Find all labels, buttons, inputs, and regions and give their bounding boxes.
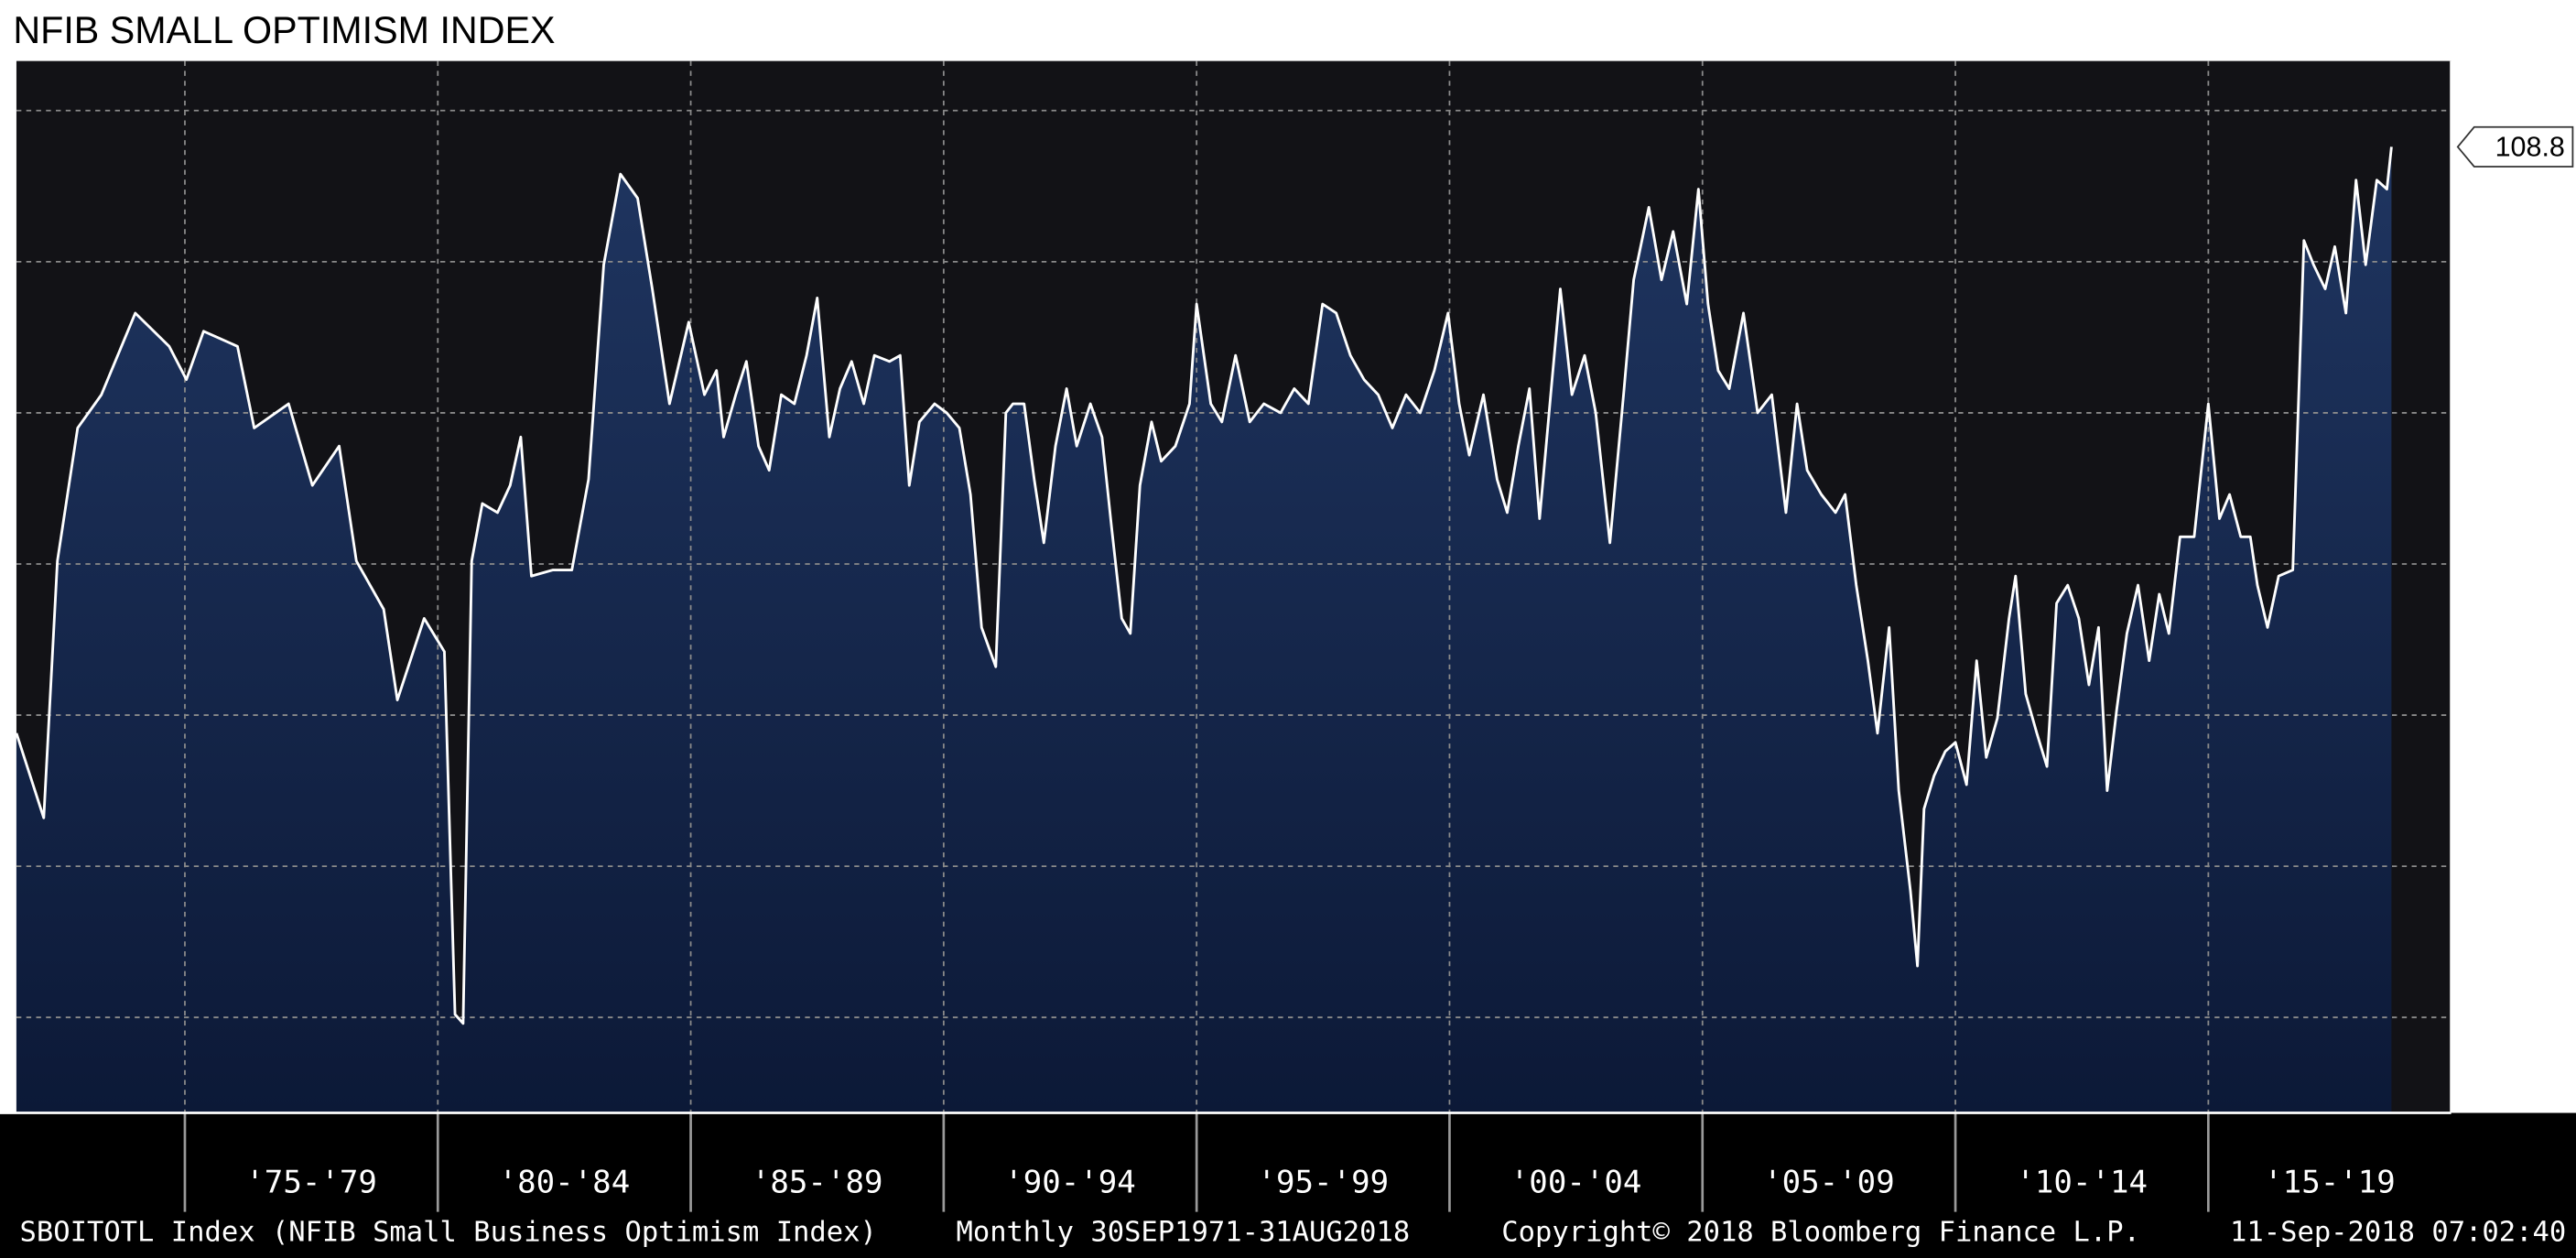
chart-title: NFIB SMALL OPTIMISM INDEX — [13, 9, 555, 51]
last-value-label: 108.8 — [2495, 131, 2565, 162]
line — [15, 146, 2393, 1025]
plot: 80 85 90 95 100 105 110 '75-'79 '80-'84 '85-'89 '9… — [0, 60, 2574, 1212]
y-tick-label: 105 — [2471, 243, 2520, 276]
x-tick-label: '90-'94 — [1004, 1164, 1136, 1200]
footer-copyright: Copyright© 2018 Bloomberg Finance L.P. — [1501, 1216, 2140, 1248]
y-tick-label: 100 — [2471, 394, 2520, 427]
x-tick-label: '15-'19 — [2264, 1164, 2396, 1200]
y-tick-label: 85 — [2471, 848, 2504, 881]
y-tick-label: 90 — [2471, 697, 2504, 730]
x-tick-label: '85-'89 — [752, 1164, 883, 1200]
x-tick-label: '00-'04 — [1510, 1164, 1642, 1200]
footer-timestamp: 11-Sep-2018 07:02:40 — [2230, 1216, 2566, 1248]
footer-source: SBOITOTL Index (NFIB Small Business Opti… — [20, 1216, 877, 1248]
y-tick-label: 110 — [2471, 92, 2517, 125]
x-tick-label: '05-'09 — [1763, 1164, 1895, 1200]
area — [16, 146, 2392, 1113]
y-tick-mark — [2452, 255, 2466, 269]
y-tick-mark — [2452, 557, 2466, 571]
last-value-tag — [2456, 125, 2574, 168]
x-tick-label: '95-'99 — [1257, 1164, 1389, 1200]
y-tick-mark — [2452, 406, 2466, 420]
y-tick-label: 95 — [2471, 546, 2504, 579]
x-tick-label: '10-'14 — [2016, 1164, 2148, 1200]
y-tick-mark — [2452, 103, 2466, 117]
x-tick-label: '80-'84 — [499, 1164, 631, 1200]
y-tick-mark — [2452, 708, 2466, 722]
y-tick-mark — [2452, 859, 2466, 873]
axis-strip — [0, 1112, 2576, 1258]
footer-frequency: Monthly 30SEP1971-31AUG2018 — [956, 1216, 1410, 1248]
y-tick-label: 80 — [2471, 999, 2504, 1032]
x-tick-label: '75-'79 — [245, 1164, 377, 1200]
y-tick-mark — [2452, 1011, 2466, 1025]
